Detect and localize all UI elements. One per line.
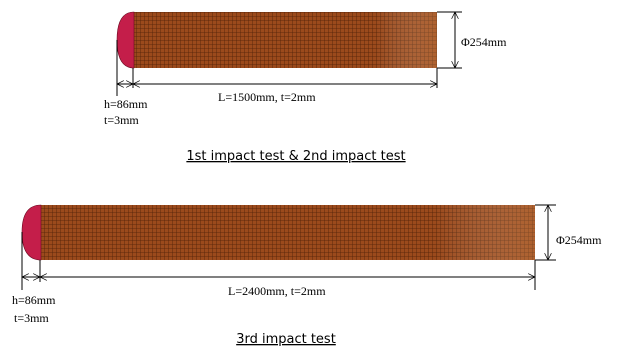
cylinder-head <box>117 12 134 68</box>
head-height-label: h=86mm <box>12 293 56 307</box>
head-thickness-label: t=3mm <box>14 311 49 325</box>
length-label: L=1500mm, t=2mm <box>218 90 316 104</box>
figure-1: Φ254mm L=1500mm, t=2mm h=86mm t=3mm 1st … <box>104 12 507 164</box>
diameter-label: Φ254mm <box>556 233 602 247</box>
head-height-label: h=86mm <box>104 97 148 111</box>
head-thickness-label: t=3mm <box>104 113 139 127</box>
diagram: Φ254mm L=1500mm, t=2mm h=86mm t=3mm 1st … <box>0 0 622 350</box>
cylinder-shade <box>40 205 535 260</box>
diameter-label: Φ254mm <box>461 35 507 49</box>
caption: 1st impact test & 2nd impact test <box>186 149 405 164</box>
length-label: L=2400mm, t=2mm <box>228 284 326 298</box>
cylinder-head <box>22 205 41 260</box>
cylinder-shade <box>133 12 437 68</box>
figure-2: Φ254mm L=2400mm, t=2mm h=86mm t=3mm 3rd … <box>12 205 602 347</box>
caption: 3rd impact test <box>236 332 336 347</box>
